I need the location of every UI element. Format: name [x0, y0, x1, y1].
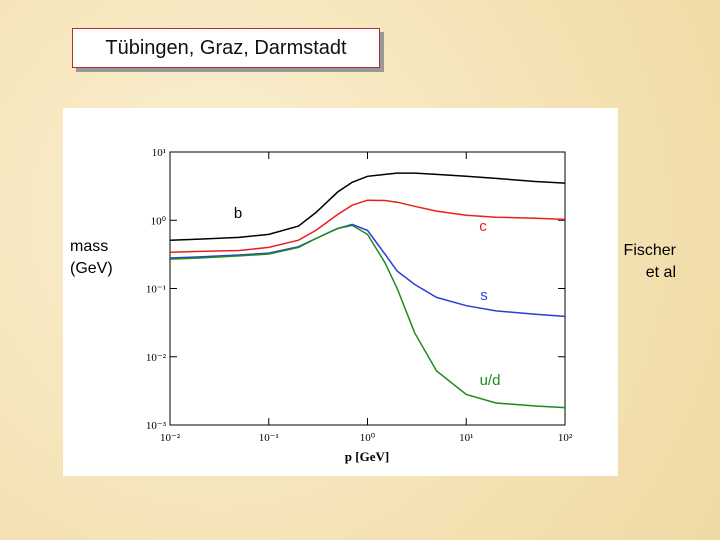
plot-frame	[169, 151, 566, 426]
x-tick-label: 10⁰	[360, 432, 376, 444]
slide-title: Tübingen, Graz, Darmstadt	[72, 28, 380, 68]
x-tick-label: 10⁻²	[160, 432, 181, 444]
y-axis-label: mass (GeV)	[70, 238, 113, 277]
x-tick-label: 10²	[558, 432, 573, 444]
y-tick-label: 10⁰	[151, 215, 167, 227]
chart-background	[63, 108, 618, 476]
x-tick-label: 10⁻¹	[259, 432, 279, 444]
x-tick-label: 10¹	[459, 432, 473, 444]
y-tick-label: 10⁻¹	[146, 284, 166, 296]
series-label: u/d	[480, 372, 501, 389]
line	[169, 172, 566, 241]
y-tick-label: 10¹	[152, 147, 166, 159]
y-tick-label: 10⁻³	[146, 420, 167, 432]
annotation: Fischer et al	[623, 242, 676, 281]
series-label: s	[480, 287, 488, 304]
y-tick-label: 10⁻²	[146, 352, 167, 364]
series-label: c	[479, 218, 487, 235]
x-axis-label: p [GeV]	[345, 449, 389, 464]
line	[169, 224, 566, 409]
series-label: b	[234, 205, 242, 222]
line	[169, 199, 566, 253]
line	[169, 223, 566, 318]
